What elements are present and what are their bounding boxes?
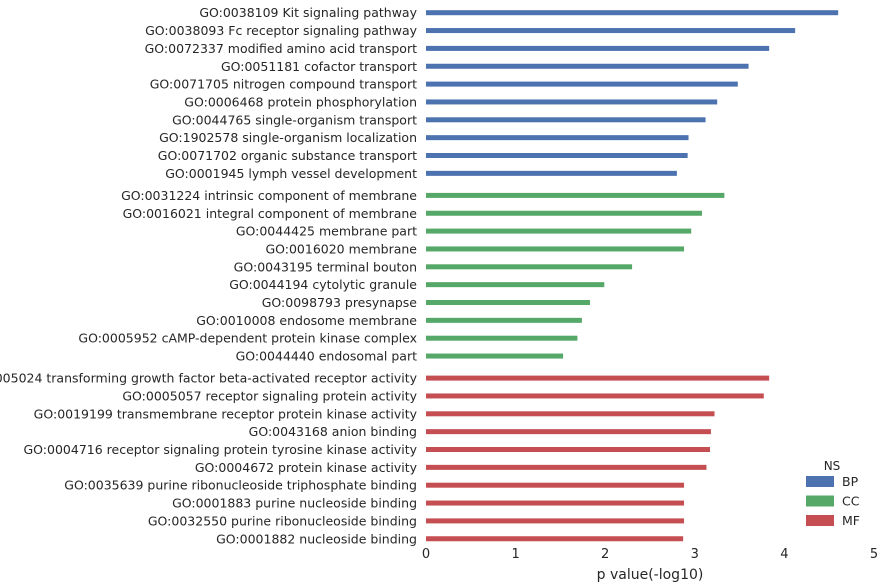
bar	[426, 375, 770, 381]
legend-entries: BP CC MF	[806, 474, 860, 528]
bar	[426, 153, 688, 158]
bar	[426, 518, 685, 524]
bar	[426, 228, 692, 234]
x-tick-label: 4	[780, 547, 788, 562]
bar	[426, 429, 711, 435]
y-tick-label: GO:0044765 single-organism transport	[172, 112, 417, 127]
y-tick-label: GO:0098793 presynapse	[262, 295, 418, 310]
bar	[426, 81, 738, 87]
bar	[426, 28, 796, 34]
x-tick-label: 5	[870, 547, 878, 562]
y-tick-label: GO:0019199 transmembrane receptor protei…	[34, 406, 418, 421]
bar	[426, 353, 564, 359]
bar	[426, 300, 590, 305]
y-tick-label: GO:0038109 Kit signaling pathway	[199, 5, 417, 20]
bar	[426, 393, 764, 399]
bar	[426, 447, 711, 452]
legend-label: CC	[842, 494, 860, 509]
y-tick-label: GO:0016020 membrane	[265, 241, 417, 256]
legend-label: BP	[842, 474, 859, 489]
y-tick-label: GO:0043168 anion binding	[249, 424, 417, 439]
y-tick-label: GO:0001945 lymph vessel development	[165, 166, 417, 181]
y-tick-label: GO:0016021 integral component of membran…	[123, 206, 418, 221]
legend-swatch	[806, 515, 834, 526]
y-tick-label: GO:0071705 nitrogen compound transport	[150, 77, 417, 92]
y-tick-labels: GO:0038109 Kit signaling pathway GO:00380…	[0, 5, 418, 546]
bar	[426, 63, 749, 69]
bar	[426, 45, 770, 51]
y-tick-label: GO:0004672 protein kinase activity	[195, 460, 418, 475]
bar	[426, 282, 605, 288]
y-tick-label: GO:0031224 intrinsic component of membra…	[121, 188, 417, 203]
x-axis-title: p value(-log10)	[597, 567, 704, 583]
bar	[426, 99, 718, 105]
y-tick-label: GO:0044425 membrane part	[236, 224, 417, 239]
y-tick-label: GO:0004716 receptor signaling protein ty…	[24, 442, 418, 457]
y-tick-label: GO:0035639 purine ribonucleoside triphos…	[64, 478, 417, 493]
y-tick-label: GO:1902578 single-organism localization	[159, 130, 417, 145]
bar	[426, 264, 633, 270]
y-tick-label: GO:0005057 receptor signaling protein ac…	[122, 388, 417, 403]
y-tick-label: GO:0044194 cytolytic granule	[229, 277, 417, 292]
bar	[426, 464, 707, 470]
bar	[426, 135, 689, 141]
y-tick-label: GO:0006468 protein phosphorylation	[184, 94, 417, 109]
legend: NS BP CC MF	[806, 459, 860, 528]
x-tick-label: 3	[691, 547, 699, 562]
bar	[426, 482, 685, 488]
y-tick-label: GO:0071702 organic substance transport	[158, 148, 417, 163]
y-tick-label: GO:0043195 terminal bouton	[234, 259, 417, 274]
legend-label: MF	[842, 513, 860, 528]
y-tick-label: GO:0010008 endosome membrane	[196, 313, 417, 328]
bar	[426, 536, 684, 542]
y-tick-label: GO:0005024 transforming growth factor be…	[0, 371, 418, 386]
bar	[426, 210, 702, 216]
legend-swatch	[806, 495, 834, 507]
x-tick-label: 1	[511, 547, 519, 562]
y-tick-label: GO:0005952 cAMP-dependent protein kinase…	[78, 331, 417, 346]
y-tick-label: GO:0032550 purine ribonucleoside binding	[148, 513, 417, 528]
bar	[426, 170, 677, 176]
y-tick-label: GO:0072337 modified amino acid transport	[145, 41, 417, 56]
y-tick-label: GO:0051181 cofactor transport	[221, 59, 417, 74]
bar	[426, 500, 685, 506]
bar	[426, 117, 706, 123]
bar	[426, 335, 578, 341]
x-tick-labels: 0 1 2 3 4 5	[422, 547, 878, 562]
y-tick-label: GO:0001883 purine nucleoside binding	[172, 496, 417, 511]
y-tick-label: GO:0001882 nucleoside binding	[216, 531, 417, 546]
bar	[426, 246, 685, 252]
y-tick-label: GO:0044440 endosomal part	[236, 349, 418, 364]
bars-layer	[426, 10, 839, 542]
y-tick-label: GO:0038093 Fc receptor signaling pathway	[145, 23, 417, 38]
x-tick-label: 0	[422, 547, 430, 562]
bar	[426, 192, 725, 198]
x-tick-label: 2	[601, 547, 609, 562]
legend-swatch	[806, 476, 834, 487]
bar	[426, 411, 715, 417]
bar	[426, 317, 582, 323]
bar	[426, 10, 839, 16]
legend-title: NS	[824, 459, 841, 473]
